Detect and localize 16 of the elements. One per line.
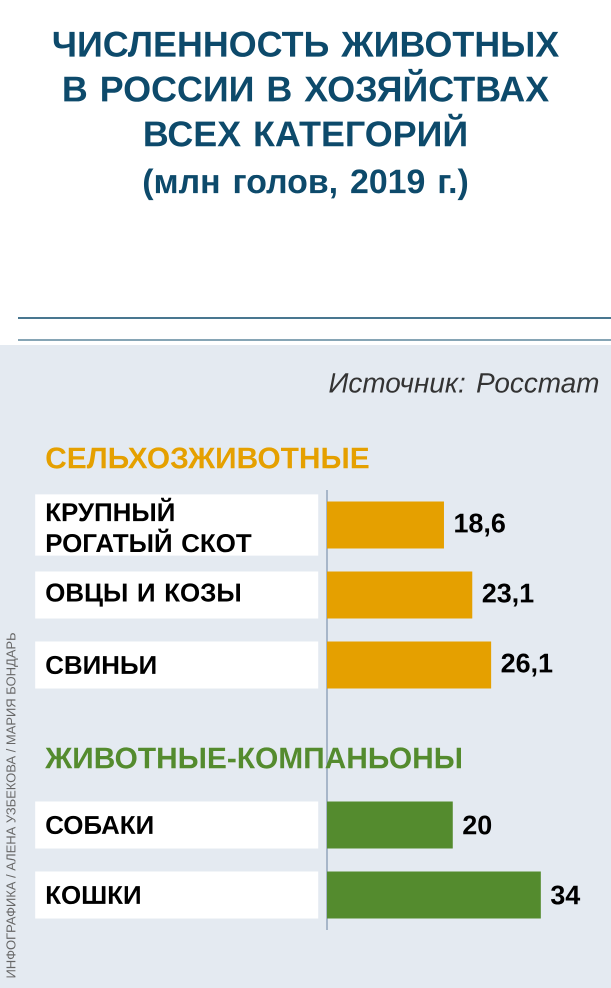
text: Источник: Росстат: [329, 373, 598, 393]
series-label: СЕЛЬХОЗЖИВОТНЫЕ: [46, 447, 369, 469]
chart-subtitle: (млн голов, 2019 г.): [144, 168, 468, 200]
y-tick-label: СВИНЬИ: [46, 656, 156, 674]
y-tick-label: КРУПНЫЙ РОГАТЫЙ СКОТ: [46, 498, 252, 552]
data-label: 26,1: [502, 654, 552, 676]
y-tick-label: КОШКИ: [46, 886, 140, 904]
text: ИНФОГРАФИКА / АЛЕНА УЗБЕКОВА / МАРИЯ БОНДАРЬ: [6, 633, 18, 978]
chart-title: ЧИСЛЕННОСТЬ ЖИВОТНЫХ В РОССИИ В ХОЗЯЙСТВАХ ВСЕХ КАТЕГОРИЙ: [54, 32, 559, 147]
data-label: 18,6: [455, 514, 505, 536]
y-tick-label: ОВЦЫ И КОЗЫ: [46, 583, 240, 607]
data-label: 34: [550, 885, 580, 905]
data-label: 20: [463, 815, 492, 835]
y-tick-label: СОБАКИ: [46, 816, 152, 834]
series-label: ЖИВОТНЫЕ-КОМПАНЬОНЫ: [45, 747, 462, 769]
data-label: 23,1: [482, 584, 534, 606]
